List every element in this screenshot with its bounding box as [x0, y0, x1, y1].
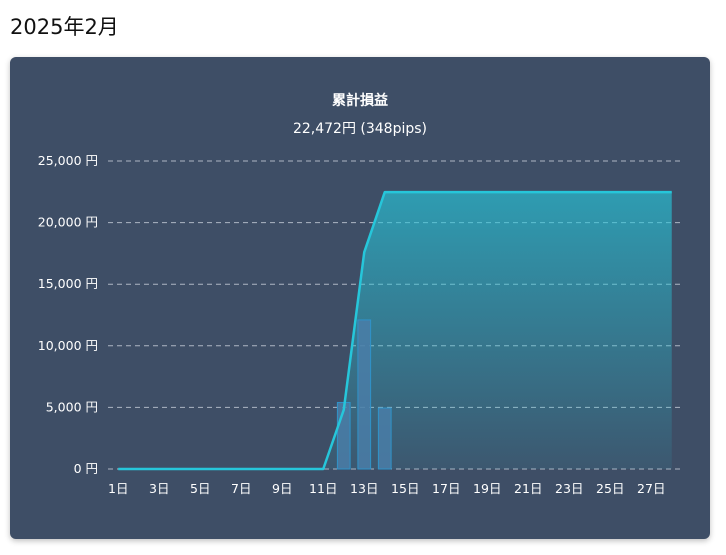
x-tick-label: 13日: [350, 481, 378, 496]
chart-title: 累計損益: [332, 93, 388, 109]
x-tick-label: 9日: [272, 481, 292, 496]
y-tick-label: 20,000 円: [38, 215, 98, 230]
x-tick-label: 3日: [149, 481, 169, 496]
daily-bar: [357, 319, 372, 470]
chart-panel: 累計損益 22,472円 (348pips) 0 円 5,000 円 10,000 …: [10, 57, 710, 539]
y-tick-label: 5,000 円: [46, 399, 98, 414]
x-tick-label: 1日: [108, 481, 128, 496]
x-tick-label: 23日: [555, 481, 583, 496]
cumulative-line: [118, 190, 672, 471]
x-tick-label: 5日: [190, 481, 210, 496]
x-tick-label: 27日: [637, 481, 665, 496]
page-title: 2025年2月: [10, 15, 119, 39]
x-tick-label: 19日: [473, 481, 501, 496]
x-tick-label: 25日: [596, 481, 624, 496]
daily-bar: [377, 407, 392, 470]
y-tick-label: 0 円: [74, 461, 98, 476]
y-tick-label: 25,000 円: [38, 153, 98, 168]
x-tick-label: 7日: [231, 481, 251, 496]
x-tick-label: 17日: [432, 481, 460, 496]
y-tick-label: 15,000 円: [38, 276, 98, 291]
y-tick-label: 10,000 円: [38, 338, 98, 353]
cumulative-pnl-chart: 0 円 5,000 円 10,000 円 15,000 円 20,000 円 25,000…: [38, 153, 682, 496]
line-area-fill: [118, 192, 672, 469]
chart-subtitle: 22,472円 (348pips): [292, 121, 428, 137]
x-tick-label: 11日: [309, 481, 337, 496]
x-tick-label: 15日: [391, 481, 419, 496]
x-tick-label: 21日: [514, 481, 542, 496]
